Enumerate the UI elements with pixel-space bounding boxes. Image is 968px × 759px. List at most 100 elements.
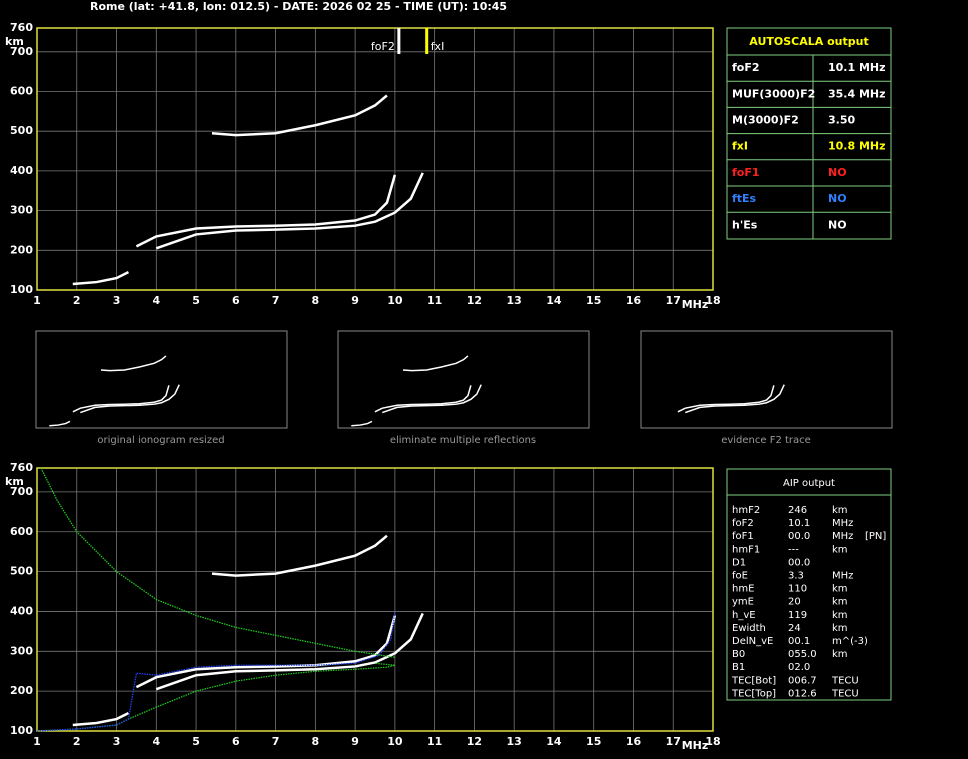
marker-label: fxI (431, 40, 445, 53)
trace (677, 385, 775, 413)
trace (100, 355, 167, 372)
aip-cell: DelN_vE (732, 636, 773, 647)
aip-cell: TECU (831, 688, 859, 699)
y-tick-label: 200 (10, 684, 33, 697)
autoscala-value: 35.4 MHz (828, 87, 886, 100)
trace (36, 611, 396, 732)
y-tick-label: 700 (10, 45, 33, 58)
x-tick-label: 8 (312, 735, 320, 748)
aip-cell: km (832, 584, 848, 595)
x-tick-label: 6 (232, 735, 240, 748)
autoscala-value: NO (828, 192, 847, 205)
aip-cell: 006.7 (788, 675, 817, 686)
x-tick-label: 12 (467, 735, 482, 748)
x-tick-label: 6 (232, 294, 240, 307)
y-tick-label: 500 (10, 565, 33, 578)
autoscala-label: MUF(3000)F2 (732, 87, 815, 100)
x-tick-label: 13 (507, 735, 522, 748)
aip-cell: foF2 (732, 518, 754, 529)
y-tick-label: 100 (10, 283, 33, 296)
x-axis-label: MHz (682, 298, 709, 311)
trace (374, 385, 472, 413)
aip-cell: 119 (788, 610, 807, 621)
aip-cell: 00.0 (788, 531, 810, 542)
y-tick-label: 300 (10, 644, 33, 657)
y-axis-label: km (5, 475, 24, 488)
aip-cell: TEC[Bot] (731, 675, 776, 686)
aip-cell: foF1 (732, 531, 754, 542)
y-tick-label: 760 (10, 21, 33, 34)
x-tick-label: 10 (387, 735, 403, 748)
thumbnail-caption: eliminate multiple reflections (390, 435, 536, 446)
aip-cell: hmF2 (732, 505, 760, 516)
aip-cell: 24 (788, 623, 801, 634)
aip-cell: 012.6 (788, 688, 817, 699)
trace (80, 384, 180, 414)
aip-cell: B1 (732, 662, 745, 673)
trace (351, 420, 373, 427)
x-tick-label: 5 (192, 735, 200, 748)
aip-cell: 3.3 (788, 571, 804, 582)
x-tick-label: 7 (272, 294, 280, 307)
x-axis-label: MHz (682, 739, 709, 752)
aip-cell: TEC[Top] (731, 688, 776, 699)
aip-cell: MHz (832, 531, 853, 542)
trace (72, 711, 130, 727)
autoscala-value: 3.50 (828, 114, 855, 127)
y-tick-label: 400 (10, 604, 33, 617)
trace (211, 534, 388, 577)
trace (49, 420, 71, 427)
aip-cell: MHz (832, 571, 853, 582)
aip-cell: --- (788, 544, 799, 555)
autoscala-label: foF2 (732, 61, 760, 74)
x-tick-label: 2 (73, 735, 81, 748)
y-tick-label: 300 (10, 204, 33, 217)
autoscala-label: foF1 (732, 166, 760, 179)
x-tick-label: 4 (152, 735, 160, 748)
y-axis-label: km (5, 35, 24, 48)
marker-label: foF2 (371, 40, 395, 53)
y-tick-label: 760 (10, 461, 33, 474)
x-tick-label: 4 (152, 294, 160, 307)
autoscala-label: h'Es (732, 218, 758, 231)
aip-cell: D1 (732, 557, 746, 568)
y-tick-label: 500 (10, 124, 33, 137)
autoscala-value: 10.1 MHz (828, 61, 886, 74)
x-tick-label: 16 (626, 294, 642, 307)
aip-cell: h_vE (732, 610, 756, 621)
aip-cell: 110 (788, 584, 807, 595)
aip-cell: TECU (831, 675, 859, 686)
aip-title: AIP output (783, 478, 835, 489)
aip-cell: km (832, 623, 848, 634)
thumbnail (337, 330, 590, 429)
x-tick-label: 10 (387, 294, 403, 307)
x-tick-label: 1 (33, 735, 41, 748)
x-tick-label: 5 (192, 294, 200, 307)
y-tick-label: 100 (10, 724, 33, 737)
x-tick-label: 9 (351, 294, 359, 307)
thumbnail-caption: original ionogram resized (97, 435, 224, 446)
x-tick-label: 3 (113, 294, 121, 307)
trace (72, 385, 170, 413)
trace (155, 612, 424, 691)
y-tick-label: 200 (10, 243, 33, 256)
trace (135, 174, 397, 248)
plot-frame (36, 27, 714, 291)
trace (382, 384, 482, 414)
x-tick-label: 13 (507, 294, 522, 307)
trace (40, 467, 395, 658)
x-tick-label: 11 (427, 294, 442, 307)
x-tick-label: 3 (113, 735, 121, 748)
x-tick-label: 17 (666, 294, 681, 307)
trace (685, 384, 785, 414)
y-tick-label: 600 (10, 85, 33, 98)
x-tick-label: 14 (546, 294, 562, 307)
aip-cell: foE (732, 571, 748, 582)
aip-cell: MHz (832, 518, 853, 529)
y-tick-label: 700 (10, 485, 33, 498)
x-tick-label: 16 (626, 735, 642, 748)
aip-cell: 20 (788, 597, 801, 608)
autoscala-label: M(3000)F2 (732, 114, 799, 127)
